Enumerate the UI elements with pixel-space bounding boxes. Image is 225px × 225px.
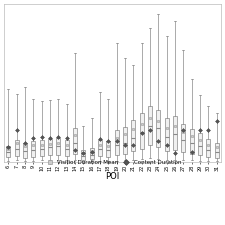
PathPatch shape: [164, 118, 169, 151]
PathPatch shape: [90, 148, 94, 159]
PathPatch shape: [190, 129, 194, 153]
PathPatch shape: [123, 127, 127, 153]
PathPatch shape: [65, 140, 69, 156]
PathPatch shape: [206, 139, 210, 157]
PathPatch shape: [215, 143, 219, 158]
PathPatch shape: [48, 139, 52, 155]
PathPatch shape: [31, 141, 35, 157]
PathPatch shape: [198, 133, 202, 155]
PathPatch shape: [81, 150, 86, 160]
PathPatch shape: [40, 140, 44, 156]
PathPatch shape: [6, 146, 10, 157]
PathPatch shape: [56, 138, 61, 155]
PathPatch shape: [131, 119, 135, 151]
PathPatch shape: [140, 113, 144, 149]
PathPatch shape: [98, 140, 102, 156]
X-axis label: POI: POI: [105, 172, 120, 181]
PathPatch shape: [73, 128, 77, 153]
PathPatch shape: [148, 106, 152, 145]
PathPatch shape: [181, 124, 185, 152]
PathPatch shape: [15, 140, 19, 156]
PathPatch shape: [106, 141, 110, 157]
PathPatch shape: [173, 116, 177, 150]
PathPatch shape: [115, 130, 119, 155]
PathPatch shape: [156, 110, 160, 147]
Legend: Visitior Duration Mean, Content Duration: Visitior Duration Mean, Content Duration: [42, 158, 183, 167]
PathPatch shape: [23, 143, 27, 158]
